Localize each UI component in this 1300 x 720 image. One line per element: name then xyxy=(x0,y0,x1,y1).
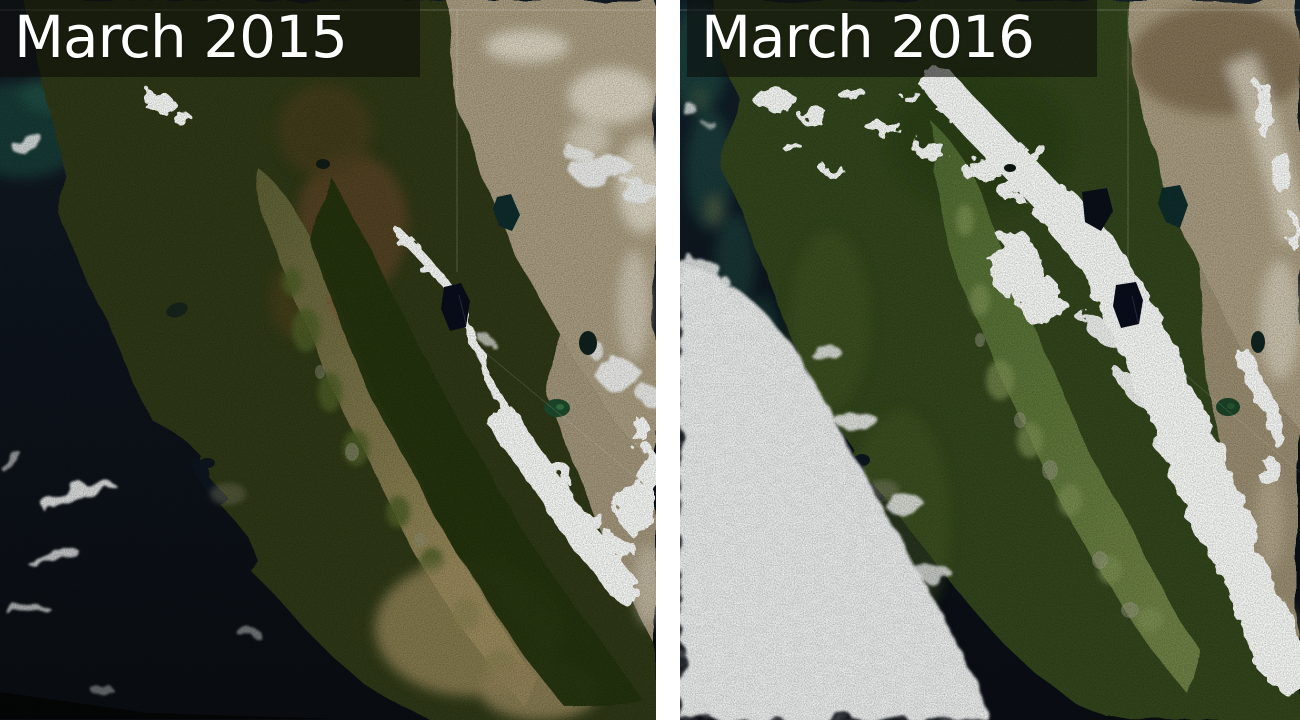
panel-label-2016: March 2016 xyxy=(701,2,1035,71)
title-bar-2015: March 2015 xyxy=(0,0,420,77)
panel-march-2016: March 2016 xyxy=(680,0,1300,720)
panel-march-2015: March 2015 xyxy=(0,0,656,720)
grain-overlay-2016 xyxy=(680,0,1300,720)
satellite-image-march-2016 xyxy=(680,0,1300,720)
panel-divider xyxy=(656,0,680,720)
panel-label-2015: March 2015 xyxy=(14,2,348,71)
title-bar-2016: March 2016 xyxy=(687,0,1097,77)
satellite-image-march-2015 xyxy=(0,0,656,720)
grain-overlay-2015 xyxy=(0,0,656,720)
